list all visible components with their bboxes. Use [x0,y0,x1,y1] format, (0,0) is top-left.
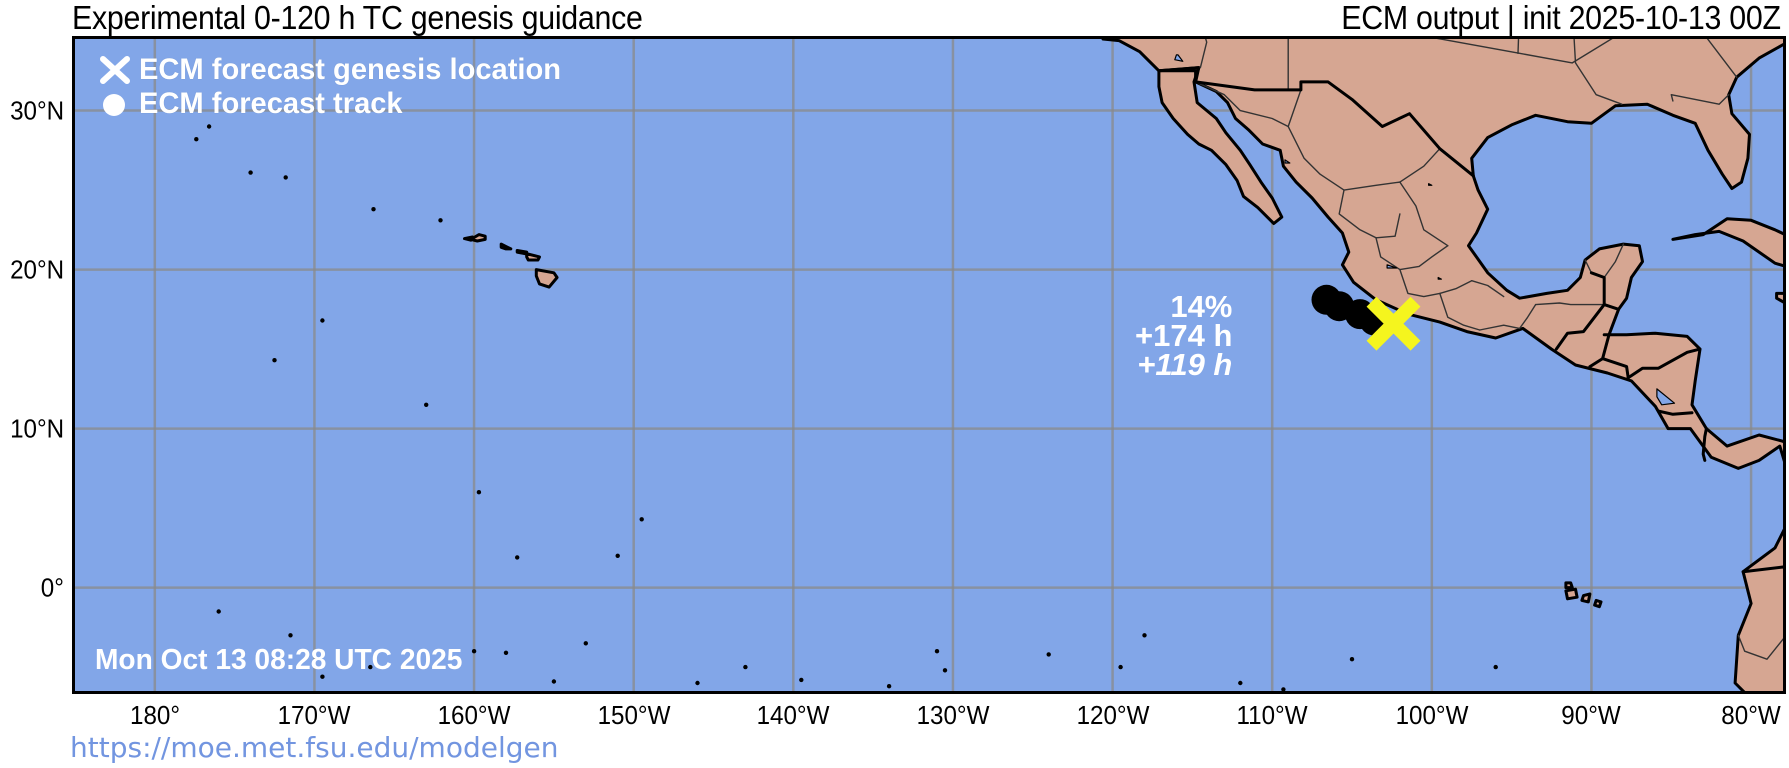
x-axis-tick-label: 130°W [916,700,990,730]
x-axis-tick-label: 90°W [1561,700,1622,730]
legend-item-track: ECM forecast track [97,87,574,121]
x-axis-tick-label: 180° [129,700,180,730]
model-init-label: ECM output | init 2025-10-13 00Z [1341,0,1781,36]
genesis-probability-label: 14% [1170,289,1233,324]
x-axis-tick-label: 120°W [1076,700,1149,730]
y-axis-tick-label: 30°N [9,95,64,126]
y-axis-tick-label: 10°N [9,413,64,444]
x-axis-tick-label: 150°W [597,700,671,730]
map-legend: ECM forecast genesis location ECM foreca… [97,53,574,121]
y-axis-tick-label: 0° [40,572,64,603]
track-hour-label: +119 h [1137,347,1233,382]
map-canvas [75,39,1783,691]
legend-item-genesis-label: ECM forecast genesis location [139,53,562,86]
x-axis-tick-label: 80°W [1721,700,1781,730]
map-panel[interactable]: ECM forecast genesis location ECM foreca… [72,36,1786,694]
x-axis-tick-label: 100°W [1395,700,1469,730]
legend-item-genesis: ECM forecast genesis location [97,53,574,87]
legend-item-track-label: ECM forecast track [139,87,403,120]
storm-annotation: 14% +174 h +119 h [1135,289,1233,382]
x-marker-icon [97,53,133,87]
x-axis-tick-label: 160°W [437,700,511,730]
map-timestamp: Mon Oct 13 08:28 UTC 2025 [95,644,463,676]
y-axis-tick-label: 20°N [9,254,64,285]
header-bar: Experimental 0-120 h TC genesis guidance… [0,0,1789,36]
circle-marker-icon [97,87,133,121]
source-url-link[interactable]: https://moe.met.fsu.edu/modelgen [70,731,559,764]
genesis-hour-label: +174 h [1135,318,1233,353]
page-title: Experimental 0-120 h TC genesis guidance [72,0,643,36]
x-axis-tick-label: 140°W [756,700,830,730]
x-axis-tick-label: 110°W [1236,700,1308,730]
x-axis-tick-label: 170°W [278,700,351,730]
